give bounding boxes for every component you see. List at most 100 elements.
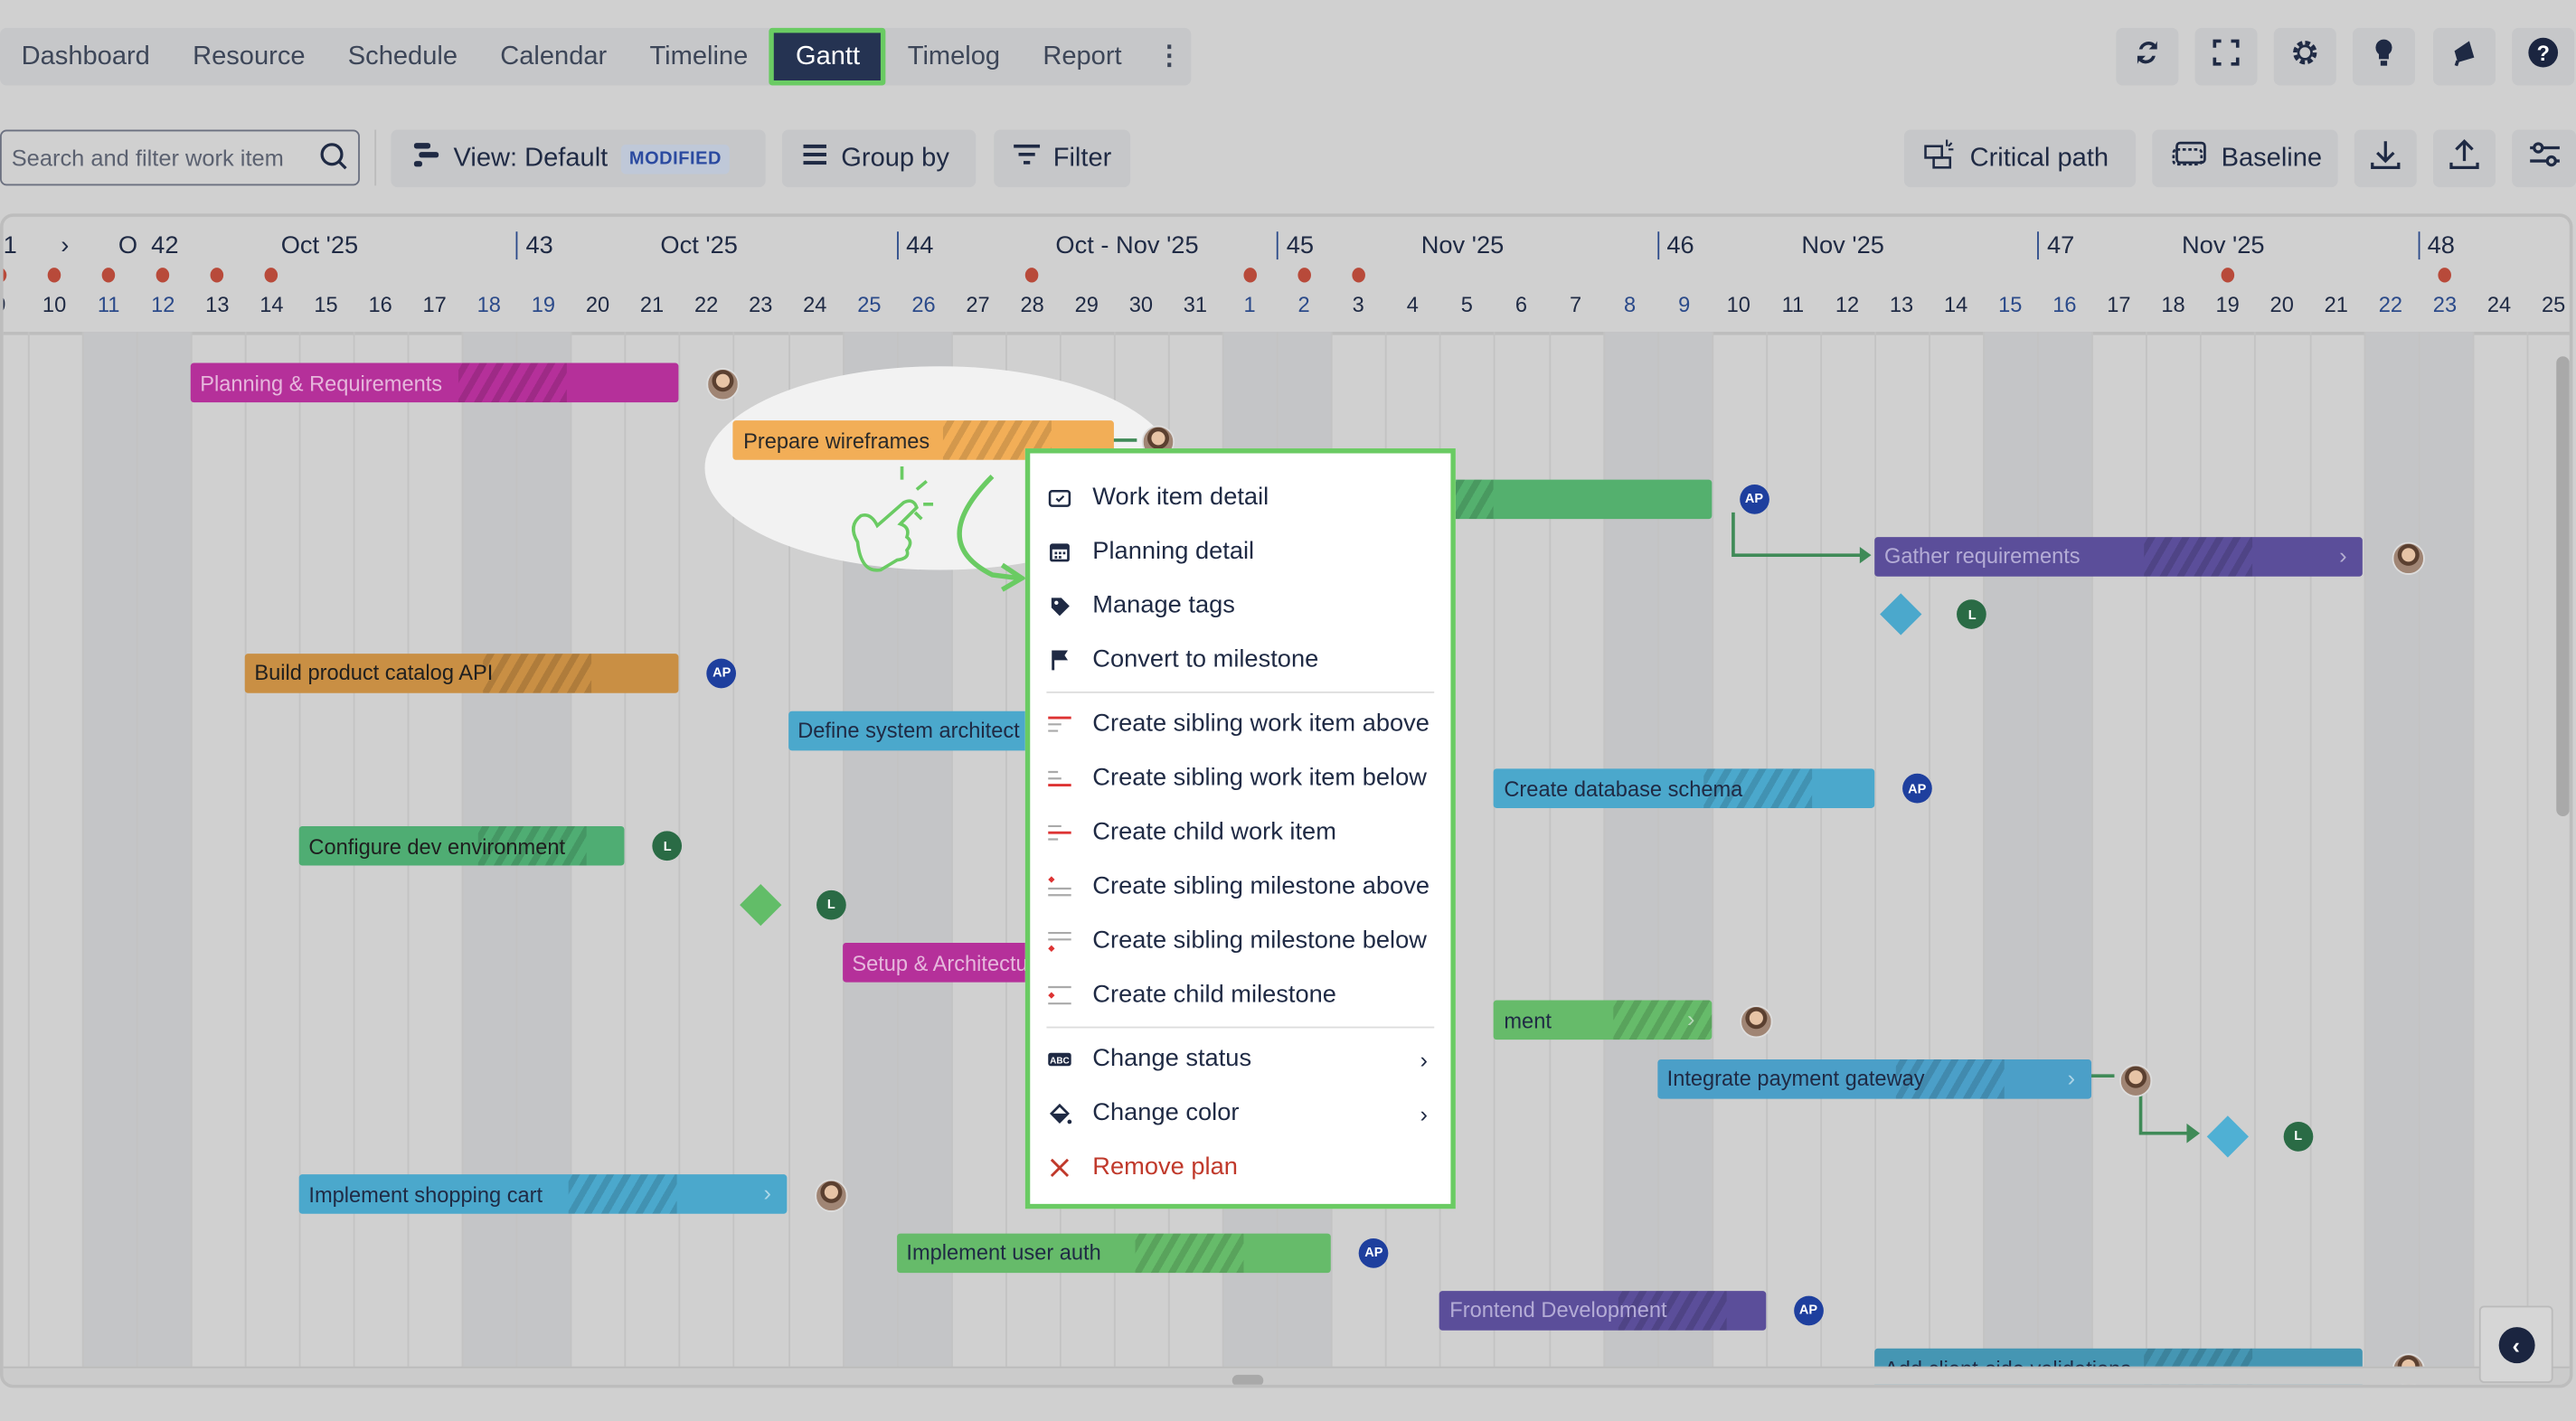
menu-item-convert-to-milestone[interactable]: Convert to milestone — [1043, 633, 1438, 687]
assignee-avatar[interactable] — [1739, 1005, 1772, 1039]
assignee-avatar[interactable] — [2119, 1063, 2153, 1097]
tab-gantt[interactable]: Gantt — [769, 27, 887, 86]
menu-item-label: Convert to milestone — [1092, 645, 1319, 673]
menu-item-manage-tags[interactable]: Manage tags — [1043, 579, 1438, 633]
tab-calendar[interactable]: Calendar — [500, 42, 608, 71]
day-label: 22 — [694, 292, 719, 317]
chevron-right-icon[interactable]: › — [1687, 1005, 1695, 1032]
holiday-marker — [1297, 268, 1311, 283]
week-number: 47 — [2037, 231, 2074, 260]
gantt-bar[interactable]: Frontend Development — [1439, 1290, 1766, 1331]
menu-item-create-sibling-work-item-above[interactable]: Create sibling work item above — [1043, 696, 1438, 750]
menu-item-work-item-detail[interactable]: Work item detail — [1043, 470, 1438, 524]
horizontal-scrollbar[interactable] — [3, 1366, 2570, 1385]
menu-item-remove-plan[interactable]: Remove plan — [1043, 1140, 1438, 1194]
assignee-avatar[interactable]: AP — [1739, 484, 1769, 513]
filter-button[interactable]: Filter — [994, 129, 1131, 188]
gantt-bar[interactable]: Configure dev environment — [298, 826, 625, 867]
help-button[interactable]: ? — [2512, 27, 2575, 86]
assignee-avatar[interactable]: L — [1957, 599, 1987, 630]
assignee-avatar[interactable]: AP — [1793, 1295, 1824, 1325]
day-column — [27, 332, 83, 1367]
critical-path-label: Critical path — [1969, 143, 2109, 172]
horizontal-scroll-thumb[interactable] — [1231, 1374, 1264, 1385]
gantt-bar[interactable]: Gather requirements › — [1874, 536, 2364, 577]
baseline-icon — [2172, 139, 2208, 177]
fullscreen-button[interactable] — [2194, 27, 2258, 86]
gantt-bar[interactable]: Planning & Requirements — [190, 362, 679, 403]
week-month: Nov '25 — [2181, 231, 2265, 260]
chevron-right-icon[interactable]: › — [2067, 1063, 2076, 1090]
tab-dashboard[interactable]: Dashboard — [21, 42, 150, 71]
scroll-left-chevron[interactable]: › — [61, 231, 70, 260]
gantt-bar[interactable]: Prepare wireframes — [733, 420, 1114, 461]
bar-label: Create database schema — [1504, 776, 1743, 801]
menu-item-planning-detail[interactable]: Planning detail — [1043, 524, 1438, 579]
menu-item-create-child-work-item[interactable]: Create child work item — [1043, 805, 1438, 859]
assignee-avatar[interactable]: AP — [706, 657, 737, 688]
bar-label: Frontend Development — [1449, 1297, 1667, 1323]
collapse-panel-button[interactable]: ‹ — [2478, 1305, 2553, 1383]
day-label: 19 — [2215, 292, 2240, 317]
day-column — [1929, 332, 1985, 1367]
menu-item-create-sibling-milestone-above[interactable]: Create sibling milestone above — [1043, 859, 1438, 913]
day-column — [81, 332, 138, 1367]
announcement-megaphone-button[interactable] — [2432, 27, 2496, 86]
day-column — [1494, 332, 1550, 1367]
assignee-avatar[interactable] — [706, 368, 741, 401]
upload-button[interactable] — [2432, 129, 2496, 188]
gantt-bar[interactable]: Implement user auth — [896, 1232, 1332, 1273]
assignee-avatar[interactable]: AP — [1358, 1237, 1389, 1267]
week-fragment: O — [118, 231, 138, 260]
tab-timelog[interactable]: Timelog — [907, 42, 1001, 71]
week-number: 46 — [1656, 231, 1694, 260]
more-tabs-icon[interactable]: ⋮ — [1156, 42, 1183, 71]
assignee-avatar[interactable]: L — [652, 832, 683, 861]
menu-item-create-child-milestone[interactable]: Create child milestone — [1043, 967, 1438, 1021]
day-label: 30 — [1128, 292, 1153, 317]
settings-gear-button[interactable] — [2273, 27, 2336, 86]
day-column — [1874, 332, 1930, 1367]
menu-item-create-sibling-milestone-below[interactable]: Create sibling milestone below — [1043, 913, 1438, 967]
day-label: 18 — [2161, 292, 2185, 317]
assignee-avatar[interactable]: AP — [1901, 773, 1932, 804]
settings-sliders-button[interactable] — [2512, 129, 2576, 188]
assignee-avatar[interactable] — [816, 1179, 849, 1213]
assignee-avatar[interactable] — [2391, 541, 2424, 575]
search-input[interactable]: Search and filter work item — [0, 129, 360, 186]
gantt-bar[interactable]: ment › — [1494, 1001, 1712, 1040]
assignee-avatar[interactable]: L — [2283, 1121, 2314, 1152]
chevron-right-icon[interactable]: › — [763, 1179, 771, 1207]
week-month: Oct - Nov '25 — [1055, 231, 1199, 260]
refresh-button[interactable] — [2116, 27, 2179, 86]
tag-icon — [1043, 592, 1093, 618]
vertical-scroll-thumb[interactable] — [2556, 356, 2570, 817]
baseline-button[interactable]: Baseline — [2152, 129, 2338, 188]
chevron-right-icon[interactable]: › — [2339, 541, 2347, 569]
upload-icon — [2448, 138, 2480, 179]
group-by-button[interactable]: Group by — [781, 129, 977, 188]
download-button[interactable] — [2354, 129, 2417, 188]
assignee-avatar[interactable]: L — [816, 889, 846, 919]
gantt-bar[interactable]: Implement shopping cart › — [298, 1174, 788, 1215]
chevron-right-icon: › — [1420, 1045, 1428, 1072]
day-column — [733, 332, 789, 1367]
menu-item-change-color[interactable]: Change color › — [1043, 1086, 1438, 1140]
holiday-marker — [2221, 268, 2234, 283]
menu-item-label: Create sibling milestone above — [1092, 871, 1430, 900]
sliders-icon — [2527, 139, 2560, 177]
tab-report[interactable]: Report — [1043, 42, 1122, 71]
critical-path-button[interactable]: Critical path — [1903, 129, 2137, 188]
day-column — [1711, 332, 1768, 1367]
critical-path-icon — [1924, 138, 1957, 179]
gantt-bar[interactable]: Build product catalog API — [244, 653, 680, 692]
lightbulb-button[interactable] — [2352, 27, 2415, 86]
tab-timeline[interactable]: Timeline — [649, 42, 749, 71]
menu-item-change-status[interactable]: ABC Change status › — [1043, 1031, 1438, 1086]
gantt-bar[interactable]: Integrate payment gateway › — [1656, 1059, 2092, 1098]
menu-item-create-sibling-work-item-below[interactable]: Create sibling work item below — [1043, 750, 1438, 805]
view-button[interactable]: View: Default MODIFIED — [391, 129, 766, 188]
tab-schedule[interactable]: Schedule — [347, 42, 458, 71]
gantt-bar[interactable]: Create database schema — [1494, 768, 1874, 809]
tab-resource[interactable]: Resource — [193, 42, 306, 71]
